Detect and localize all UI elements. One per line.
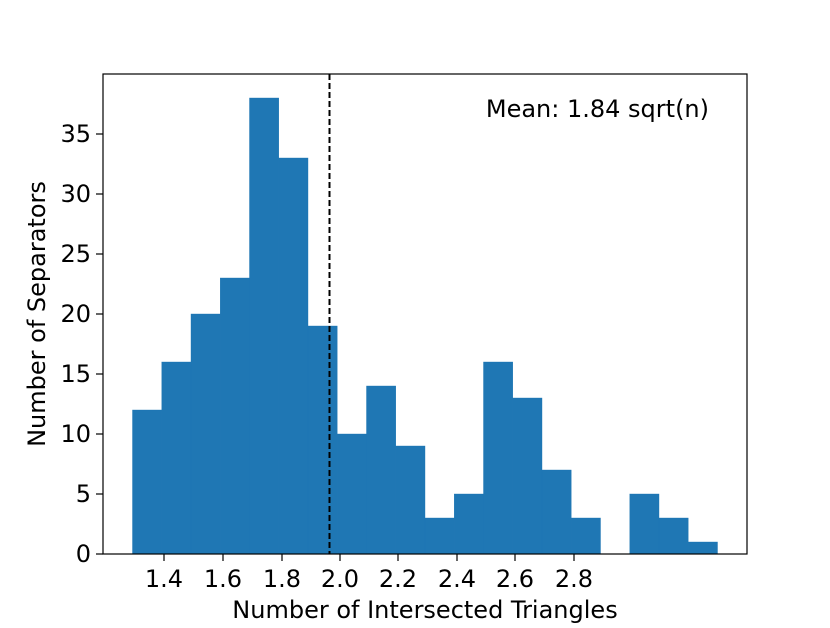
histogram-bar: [512, 397, 543, 555]
x-tick-label: 2.8: [555, 565, 593, 593]
plot-frame: [102, 73, 748, 555]
histogram-bar: [132, 409, 162, 555]
histogram-bar: [220, 277, 250, 555]
histogram-bar: [278, 157, 309, 555]
histogram-bar: [454, 493, 484, 555]
histogram-bar: [307, 325, 338, 555]
y-tick-label: 25: [60, 240, 91, 268]
x-tick-label: 1.6: [204, 565, 242, 593]
x-tick-label: 1.4: [145, 565, 183, 593]
y-axis-ticks: 0 5 10 15 20 25 30 35: [60, 120, 103, 568]
x-axis-label: Number of Intersected Triangles: [232, 596, 617, 623]
histogram-bar: [366, 385, 396, 555]
x-tick-label: 1.8: [263, 565, 301, 593]
histogram-bar: [190, 313, 221, 555]
y-tick-label: 35: [60, 120, 91, 148]
y-axis-label: Number of Separators: [23, 181, 51, 447]
y-tick-label: 15: [60, 360, 91, 388]
y-tick-label: 20: [60, 300, 91, 328]
histogram-bar: [395, 445, 426, 555]
x-tick-label: 2.4: [438, 565, 476, 593]
histogram-bar: [541, 469, 572, 555]
histogram-bar: [483, 361, 513, 555]
x-axis-ticks: 1.4 1.6 1.8 2.0 2.2 2.4 2.6 2.8: [145, 554, 593, 593]
x-tick-label: 2.2: [379, 565, 417, 593]
histogram-bar: [424, 517, 455, 555]
histogram-bar: [658, 517, 689, 555]
mean-annotation: Mean: 1.84 sqrt(n): [486, 95, 709, 123]
histogram-bar: [337, 433, 367, 555]
y-tick-label: 0: [76, 540, 91, 568]
bars-group: [132, 97, 718, 555]
histogram-bar: [629, 493, 660, 555]
y-tick-label: 30: [60, 180, 91, 208]
x-tick-label: 2.0: [321, 565, 359, 593]
histogram-bar: [161, 361, 192, 555]
histogram-bar: [571, 517, 601, 555]
histogram-bar: [249, 97, 279, 555]
x-tick-label: 2.6: [496, 565, 534, 593]
y-tick-label: 10: [60, 420, 91, 448]
histogram-bar: [688, 541, 718, 555]
y-tick-label: 5: [76, 480, 91, 508]
